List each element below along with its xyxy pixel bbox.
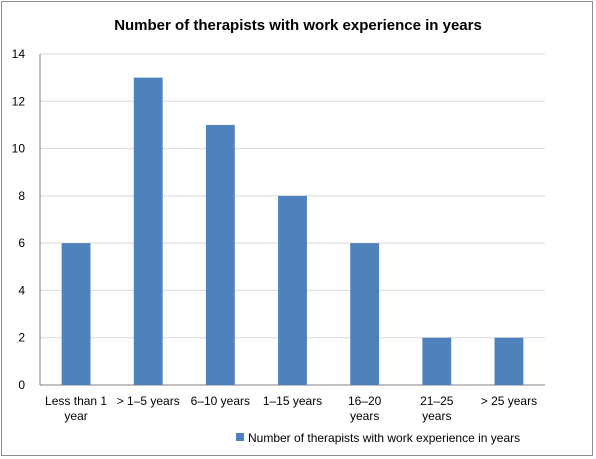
bar bbox=[133, 77, 163, 386]
x-tick-label: > 25 years bbox=[481, 394, 537, 408]
x-tick-label: 16–20 years bbox=[348, 394, 382, 423]
bar bbox=[61, 243, 91, 385]
y-tick-label: 6 bbox=[18, 236, 25, 250]
legend: Number of therapists with work experienc… bbox=[236, 431, 520, 445]
x-axis: Less than 1 year > 1–5 years 6–10 years 1–15… bbox=[45, 394, 537, 423]
bar bbox=[494, 337, 524, 385]
y-axis: 0 2 4 6 8 10 12 14 bbox=[12, 47, 545, 392]
gridlines bbox=[40, 53, 545, 339]
y-tick-label: 12 bbox=[12, 94, 26, 108]
bar bbox=[422, 337, 452, 385]
bar bbox=[205, 124, 235, 385]
y-tick-label: 14 bbox=[12, 47, 26, 61]
x-tick-label: > 1–5 years bbox=[117, 394, 180, 408]
legend-swatch bbox=[236, 433, 244, 441]
bar bbox=[278, 195, 307, 385]
x-tick-label: 6–10 years bbox=[191, 394, 250, 408]
y-tick-label: 4 bbox=[18, 283, 25, 297]
y-tick-label: 8 bbox=[18, 189, 25, 203]
bar bbox=[350, 243, 380, 385]
y-tick-label: 2 bbox=[18, 331, 25, 345]
y-tick-label: 10 bbox=[12, 142, 26, 156]
chart-title: Number of therapists with work experienc… bbox=[114, 17, 482, 34]
legend-label: Number of therapists with work experienc… bbox=[248, 431, 520, 445]
x-tick-label: Less than 1 year bbox=[45, 394, 107, 423]
x-tick-label: 1–15 years bbox=[263, 394, 322, 408]
x-tick-label: 21–25 years bbox=[420, 394, 454, 423]
y-tick-label: 0 bbox=[18, 378, 25, 392]
bars bbox=[61, 77, 524, 386]
